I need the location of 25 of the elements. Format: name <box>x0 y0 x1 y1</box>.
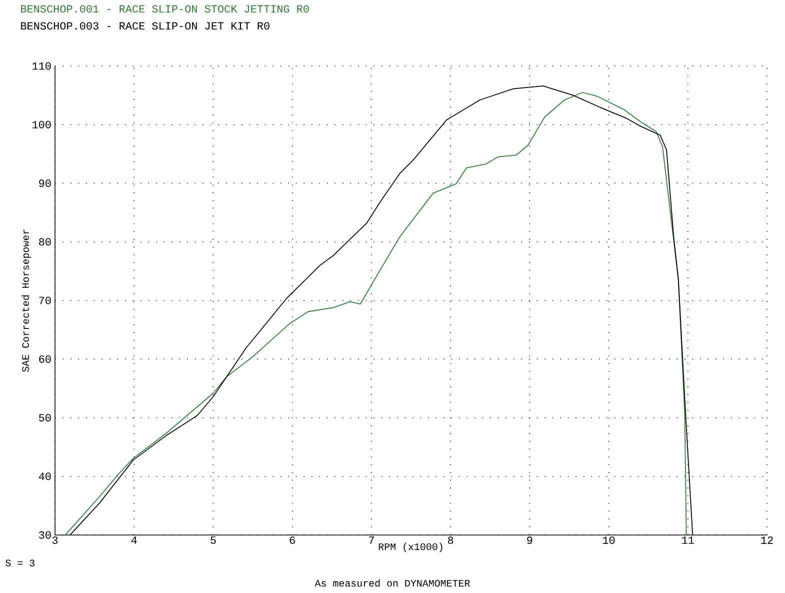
y-axis-title: SAE Corrected Horsepower <box>22 230 31 372</box>
y-tick-label: 50 <box>39 414 51 422</box>
text: S = 3 <box>6 560 34 566</box>
text: BENSCHOP.003 - RACE SLIP-ON JET KIT R0 <box>21 22 270 30</box>
x-tick-label: 10 <box>603 536 615 544</box>
text: BENSCHOP.001 - RACE SLIP-ON STOCK JETTING R0 <box>21 5 309 13</box>
y-tick-label: 30 <box>39 531 51 539</box>
x-tick-label: 6 <box>290 536 295 544</box>
x-tick-label: 12 <box>761 536 773 544</box>
x-tick-label: 3 <box>52 536 58 544</box>
y-tick-label: 110 <box>32 62 51 70</box>
y-tick-label: 100 <box>32 120 51 128</box>
y-tick-label: 90 <box>39 180 51 187</box>
x-tick-label: 7 <box>369 536 374 544</box>
x-tick-label: 8 <box>448 536 454 544</box>
x-tick-label: 11 <box>682 536 694 544</box>
y-tick-label: 70 <box>39 296 51 304</box>
x-tick-label: 9 <box>527 536 532 544</box>
y-tick-label: 80 <box>39 238 51 246</box>
x-tick-label: 5 <box>210 536 216 544</box>
y-tick-label: 60 <box>39 355 51 363</box>
x-tick-label: 4 <box>131 536 137 544</box>
y-tick-label: 40 <box>38 472 51 480</box>
text: As measured on DYNAMOMETER <box>314 579 470 587</box>
x-axis-title: RPM (x1000) <box>378 542 442 552</box>
